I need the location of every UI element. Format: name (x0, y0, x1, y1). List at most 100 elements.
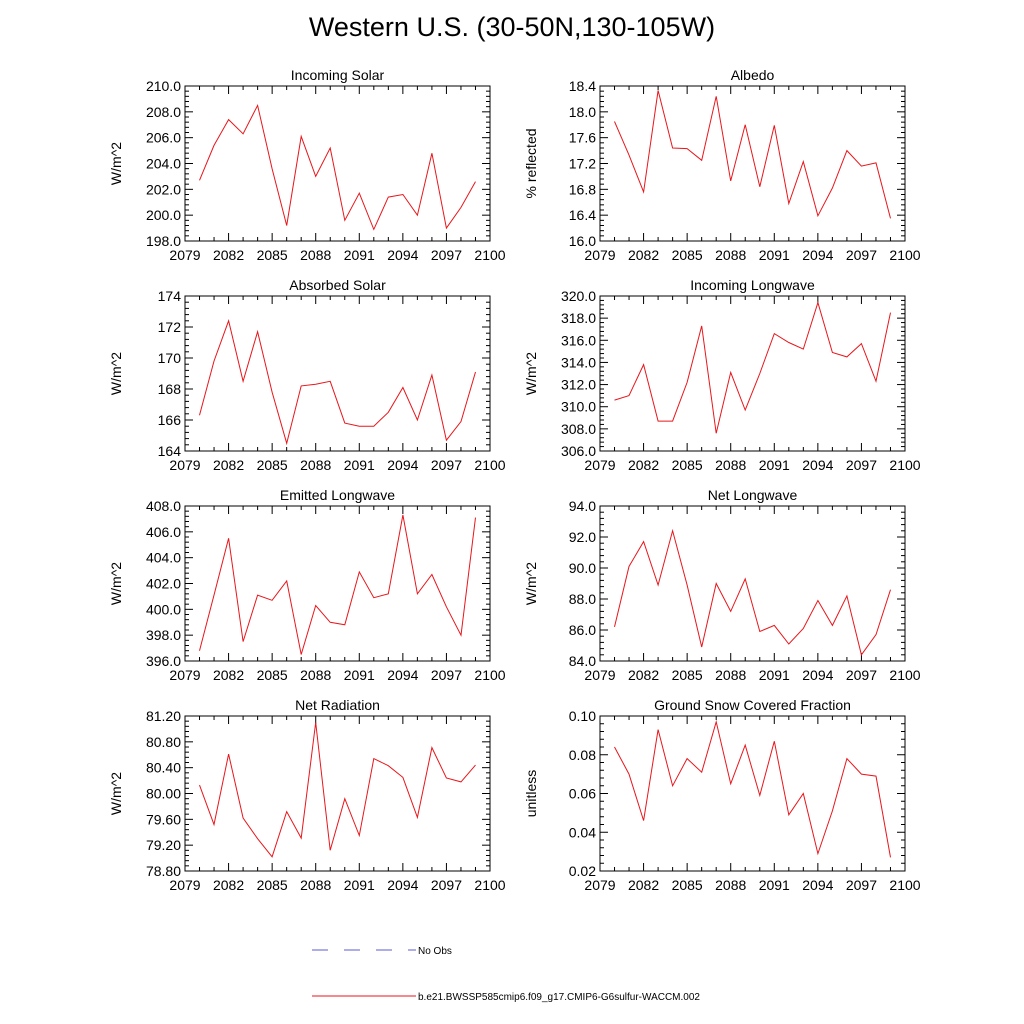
y-tick-label: 198.0 (146, 233, 181, 249)
x-tick-label: 2097 (431, 247, 462, 263)
x-tick-label: 2100 (474, 877, 505, 893)
y-tick-label: 208.0 (146, 104, 181, 120)
x-tick-label: 2082 (213, 247, 244, 263)
x-tick-label: 2094 (802, 457, 833, 473)
y-tick-label: 170 (158, 350, 182, 366)
y-tick-label: 168 (158, 381, 182, 397)
y-tick-label: 94.0 (569, 498, 596, 514)
y-tick-label: 202.0 (146, 181, 181, 197)
x-tick-label: 2088 (715, 667, 746, 683)
plot-frame (184, 715, 491, 872)
x-tick-label: 2088 (715, 877, 746, 893)
x-tick-label: 2100 (889, 667, 920, 683)
y-axis-label: % reflected (523, 128, 539, 198)
y-tick-label: 204.0 (146, 156, 181, 172)
x-tick-label: 2094 (802, 877, 833, 893)
y-tick-label: 174 (158, 288, 182, 304)
legend-model-label: b.e21.BWSSP585cmip6.f09_g17.CMIP6-G6sulf… (418, 992, 700, 1003)
series-line-incoming-longwave (614, 300, 891, 434)
y-tick-label: 78.80 (146, 863, 181, 879)
x-tick-label: 2091 (759, 247, 790, 263)
y-tick-label: 398.0 (146, 627, 181, 643)
y-tick-label: 400.0 (146, 601, 181, 617)
x-tick-label: 2100 (889, 457, 920, 473)
x-tick-label: 2091 (759, 877, 790, 893)
panel-title: Emitted Longwave (280, 487, 395, 503)
x-tick-label: 2097 (431, 877, 462, 893)
y-tick-label: 408.0 (146, 498, 181, 514)
y-tick-label: 200.0 (146, 207, 181, 223)
y-tick-label: 16.8 (569, 181, 596, 197)
y-tick-label: 90.0 (569, 560, 596, 576)
x-tick-label: 2094 (387, 667, 418, 683)
y-tick-label: 17.2 (569, 156, 596, 172)
series-line-emitted-longwave (199, 514, 476, 655)
panel-title: Net Radiation (295, 697, 380, 713)
x-tick-label: 2097 (431, 667, 462, 683)
x-tick-label: 2100 (474, 457, 505, 473)
x-tick-label: 2097 (846, 247, 877, 263)
x-tick-label: 2082 (213, 877, 244, 893)
plot-frame (599, 715, 906, 872)
x-tick-label: 2085 (257, 247, 288, 263)
panel-net-radiation: Net Radiation W/m^2 2079 2082 2085 2088 2091 20… (108, 697, 506, 893)
x-tick-label: 2085 (672, 667, 703, 683)
x-tick-label: 2100 (474, 247, 505, 263)
x-tick-label: 2079 (584, 457, 615, 473)
y-tick-label: 306.0 (561, 443, 596, 459)
page-title: Western U.S. (30-50N,130-105W) (308, 12, 716, 42)
y-tick-label: 0.08 (569, 747, 596, 763)
y-tick-label: 318.0 (561, 310, 596, 326)
plot-frame (599, 505, 906, 662)
y-tick-label: 0.04 (569, 824, 596, 840)
y-tick-label: 406.0 (146, 524, 181, 540)
legend-obs-label: No Obs (418, 946, 452, 957)
panel-title: Incoming Solar (291, 67, 385, 83)
series-line-ground-snow-covered-fraction (614, 719, 891, 858)
panel-incoming-solar: Incoming Solar W/m^2 2079 2082 2085 2088 2091 2… (108, 67, 506, 263)
y-tick-label: 316.0 (561, 332, 596, 348)
y-axis-label: W/m^2 (523, 562, 539, 605)
x-tick-label: 2091 (344, 247, 375, 263)
series-line-net-longwave (614, 528, 891, 656)
x-tick-label: 2088 (715, 457, 746, 473)
x-tick-label: 2094 (387, 247, 418, 263)
y-tick-label: 314.0 (561, 354, 596, 370)
x-tick-label: 2091 (759, 667, 790, 683)
y-tick-label: 402.0 (146, 576, 181, 592)
y-tick-label: 86.0 (569, 622, 596, 638)
x-tick-label: 2097 (846, 877, 877, 893)
y-axis-label: W/m^2 (108, 562, 124, 605)
legend: No Obs b.e21.BWSSP585cmip6.f09_g17.CMIP6-… (312, 946, 700, 1003)
plot-frame (599, 295, 906, 452)
y-tick-label: 88.0 (569, 591, 596, 607)
panel-title: Net Longwave (708, 487, 798, 503)
x-tick-label: 2097 (846, 667, 877, 683)
y-tick-label: 320.0 (561, 288, 596, 304)
y-axis-label: W/m^2 (108, 772, 124, 815)
plot-frame (184, 505, 491, 662)
y-tick-label: 0.02 (569, 863, 596, 879)
plot-frame (184, 295, 491, 452)
y-axis-label: W/m^2 (108, 142, 124, 185)
y-tick-label: 80.40 (146, 760, 181, 776)
x-tick-label: 2082 (628, 247, 659, 263)
x-tick-label: 2097 (846, 457, 877, 473)
y-tick-label: 92.0 (569, 529, 596, 545)
x-tick-label: 2085 (257, 457, 288, 473)
y-tick-label: 16.4 (569, 207, 596, 223)
y-tick-label: 404.0 (146, 550, 181, 566)
x-tick-label: 2079 (584, 877, 615, 893)
y-tick-label: 0.06 (569, 786, 596, 802)
panel-title: Absorbed Solar (289, 277, 386, 293)
y-tick-label: 310.0 (561, 399, 596, 415)
panel-absorbed-solar: Absorbed Solar W/m^2 2079 2082 2085 2088 2091 2… (108, 277, 506, 473)
y-tick-label: 0.10 (569, 708, 596, 724)
series-line-incoming-solar (199, 103, 476, 231)
x-tick-label: 2085 (672, 247, 703, 263)
y-axis-label: W/m^2 (108, 352, 124, 395)
x-tick-label: 2094 (387, 877, 418, 893)
series-line-albedo (614, 90, 891, 219)
panel-title: Ground Snow Covered Fraction (654, 697, 851, 713)
